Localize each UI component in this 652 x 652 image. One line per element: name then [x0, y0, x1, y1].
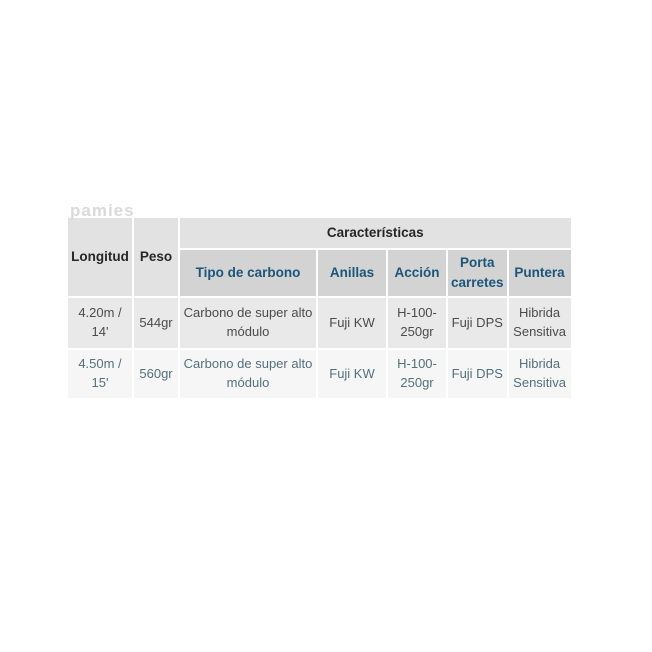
- cell-longitud: 4.20m / 14': [68, 298, 132, 348]
- cell-peso: 544gr: [134, 298, 178, 348]
- table-row: 4.50m / 15' 560gr Carbono de super alto …: [68, 350, 571, 398]
- header-row-group: Longitud Peso Características: [68, 218, 571, 296]
- group-header-caracteristicas: Características: [180, 218, 571, 248]
- cell-accion: H-100-250gr: [388, 350, 446, 398]
- cell-tipo-de-carbono: Carbono de super alto módulo: [180, 350, 316, 398]
- cell-accion: H-100-250gr: [388, 298, 446, 348]
- col-header-accion: Acción: [388, 250, 446, 296]
- cell-porta-carretes: Fuji DPS: [448, 298, 507, 348]
- cell-anillas: Fuji KW: [318, 298, 386, 348]
- cell-tipo-de-carbono: Carbono de super alto módulo: [180, 298, 316, 348]
- cell-anillas: Fuji KW: [318, 350, 386, 398]
- cell-puntera: Hibrida Sensitiva: [508, 298, 571, 348]
- cell-peso: 560gr: [134, 350, 178, 398]
- cell-porta-carretes: Fuji DPS: [448, 350, 507, 398]
- cell-longitud: 4.50m / 15': [68, 350, 132, 398]
- col-header-porta-carretes: Porta carretes: [448, 250, 507, 296]
- col-header-peso: Peso: [134, 218, 178, 296]
- header-row-sub: Tipo de carbono Anillas Acción Porta car…: [68, 250, 571, 296]
- col-header-anillas: Anillas: [318, 250, 386, 296]
- watermark-text: pamies: [70, 201, 135, 220]
- cell-puntera: Hibrida Sensitiva: [508, 350, 571, 398]
- col-header-puntera: Puntera: [508, 250, 571, 296]
- col-header-tipo-de-carbono: Tipo de carbono: [180, 250, 316, 296]
- table-row: 4.20m / 14' 544gr Carbono de super alto …: [68, 298, 571, 348]
- col-header-longitud: Longitud: [68, 218, 132, 296]
- specifications-table: Longitud Peso Características Tipo de ca…: [66, 216, 573, 400]
